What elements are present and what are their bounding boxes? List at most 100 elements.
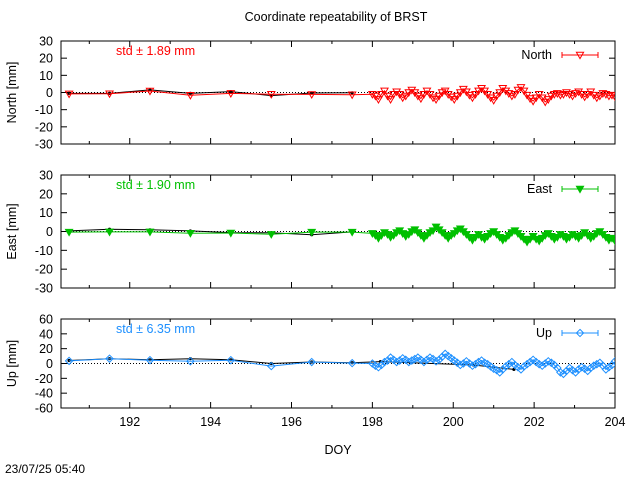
std-annotation: std ± 1.90 mm (116, 178, 195, 192)
series-point (489, 97, 499, 105)
series-point (64, 356, 74, 366)
y-axis-label: North [mm] (5, 62, 19, 124)
legend-label: Up (536, 326, 552, 340)
series-point (501, 87, 511, 96)
series-point (407, 356, 417, 365)
timestamp-label: 23/07/25 05:40 (5, 462, 85, 476)
series-point (145, 355, 155, 365)
series-point (474, 87, 483, 96)
series-point (589, 91, 599, 100)
series-point (495, 89, 505, 98)
series-point (374, 362, 383, 372)
series-point (528, 97, 538, 106)
x-tick-label: 194 (200, 415, 221, 429)
series-point (574, 88, 584, 97)
series-point (501, 362, 511, 371)
y-tick-label: 40 (39, 327, 53, 341)
series-point (434, 92, 444, 101)
y-tick-label: 20 (39, 342, 53, 356)
series-point (610, 356, 615, 366)
series-point (458, 85, 468, 94)
series-point (510, 91, 520, 99)
series-point (592, 359, 602, 369)
series-point (64, 90, 74, 99)
series-point (377, 360, 386, 370)
series-point (392, 357, 401, 367)
series-point (416, 95, 426, 104)
series-point (185, 92, 195, 100)
series-point (404, 357, 414, 367)
chart-title: Coordinate repeatability of BRST (245, 10, 428, 24)
series-point (559, 369, 568, 379)
series-point (410, 354, 420, 364)
series-point (595, 92, 605, 101)
series-point (552, 90, 562, 98)
y-tick-label: 0 (46, 225, 53, 239)
panel-east: -30 -20 -10 0 10 20 30 East [mm] std ± 1.90 mm Ea… (5, 169, 616, 296)
series-point (598, 90, 608, 98)
series-point (266, 361, 276, 371)
series-point (428, 227, 438, 236)
series-point (266, 231, 276, 239)
std-annotation: std ± 6.35 mm (116, 322, 195, 336)
series-point (525, 95, 535, 104)
series-point (105, 354, 114, 363)
series-point (446, 93, 456, 102)
x-tick-label: 202 (524, 415, 545, 429)
series-point (307, 228, 317, 237)
series-point (468, 361, 477, 371)
y-tick-label: -20 (35, 263, 53, 277)
series-point (583, 366, 593, 376)
series-point (568, 92, 578, 101)
series-point (428, 94, 438, 103)
series-point (525, 357, 535, 367)
y-tick-label: -10 (35, 103, 53, 117)
y-tick-label: -20 (35, 372, 53, 386)
series-point (373, 96, 383, 104)
series-point (347, 91, 357, 100)
series-point (531, 94, 541, 103)
series-point (495, 368, 505, 377)
series-point (456, 360, 465, 370)
reference-point (67, 91, 71, 95)
series-point (610, 237, 615, 246)
series-layer (64, 84, 615, 107)
series-layer (64, 349, 615, 379)
series-point (434, 355, 444, 365)
series-point (386, 96, 396, 104)
legend-label: East (527, 182, 553, 196)
series-point (226, 90, 236, 98)
y-tick-label: -30 (35, 138, 53, 152)
series-point (452, 92, 462, 101)
y-tick-label: -40 (35, 387, 53, 401)
series-point (443, 91, 453, 99)
series-point (367, 91, 377, 99)
panel-north: -30 -20 -10 0 10 20 30 North [mm] std ± 1.89 mm N… (5, 35, 616, 152)
series-point (589, 361, 599, 371)
y-tick-label: 30 (39, 35, 53, 49)
series-point (307, 357, 317, 367)
series-point (537, 94, 547, 103)
series-point (266, 91, 276, 99)
series-point (377, 91, 386, 99)
series-point (498, 365, 508, 374)
series-point (226, 229, 236, 238)
y-tick-label: 0 (46, 86, 53, 100)
reference-point (310, 91, 314, 95)
series-point (413, 92, 423, 101)
series-point (105, 90, 114, 99)
series-point (226, 355, 236, 365)
series-point (522, 359, 532, 369)
y-tick-label: 10 (39, 206, 53, 220)
y-axis-label: Up [mm] (5, 340, 19, 387)
series-point (504, 359, 514, 369)
series-point (185, 229, 195, 238)
y-axis-label: East [mm] (5, 203, 19, 259)
series-point (401, 92, 411, 101)
x-axis-label: DOY (324, 443, 352, 457)
x-tick-label: 196 (281, 415, 302, 429)
series-point (580, 93, 590, 102)
series-point (519, 362, 529, 371)
